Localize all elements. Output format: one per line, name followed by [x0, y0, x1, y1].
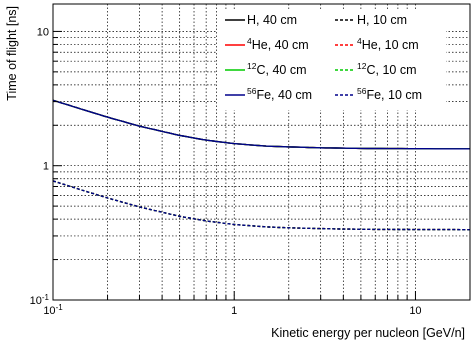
y-tick-label: 10	[37, 26, 49, 38]
series-line	[52, 99, 470, 150]
legend-entry: 4He, 40 cm	[247, 36, 309, 52]
y-tick-label: 1	[43, 161, 49, 173]
y-axis-title: Time of flight [ns]	[5, 6, 19, 101]
x-tick-label: 10-1	[43, 303, 63, 317]
x-tick-label: 1	[231, 305, 237, 317]
axes: 10-1 1 10 10-1 1 10	[30, 3, 471, 317]
y-tick-label: 10-1	[30, 293, 50, 307]
x-tick-label: 10	[409, 305, 421, 317]
series-line	[52, 180, 470, 231]
legend-entry: 12C, 10 cm	[357, 61, 416, 77]
series-lines	[52, 99, 470, 231]
legend: H, 40 cm H, 10 cm 4He, 40 cm 4He, 10 cm 12C,…	[217, 9, 446, 110]
legend-entry: 56Fe, 10 cm	[357, 86, 422, 102]
legend-entry: 4He, 10 cm	[357, 36, 419, 52]
legend-entry: 56Fe, 40 cm	[247, 86, 312, 102]
plot-frame	[52, 3, 471, 301]
legend-entry: 12C, 40 cm	[247, 61, 306, 77]
x-axis-title: Kinetic energy per nucleon [GeV/n]	[271, 326, 465, 340]
legend-entry: H, 40 cm	[247, 13, 297, 27]
legend-entry: H, 10 cm	[357, 13, 407, 27]
legend-box	[217, 9, 446, 110]
